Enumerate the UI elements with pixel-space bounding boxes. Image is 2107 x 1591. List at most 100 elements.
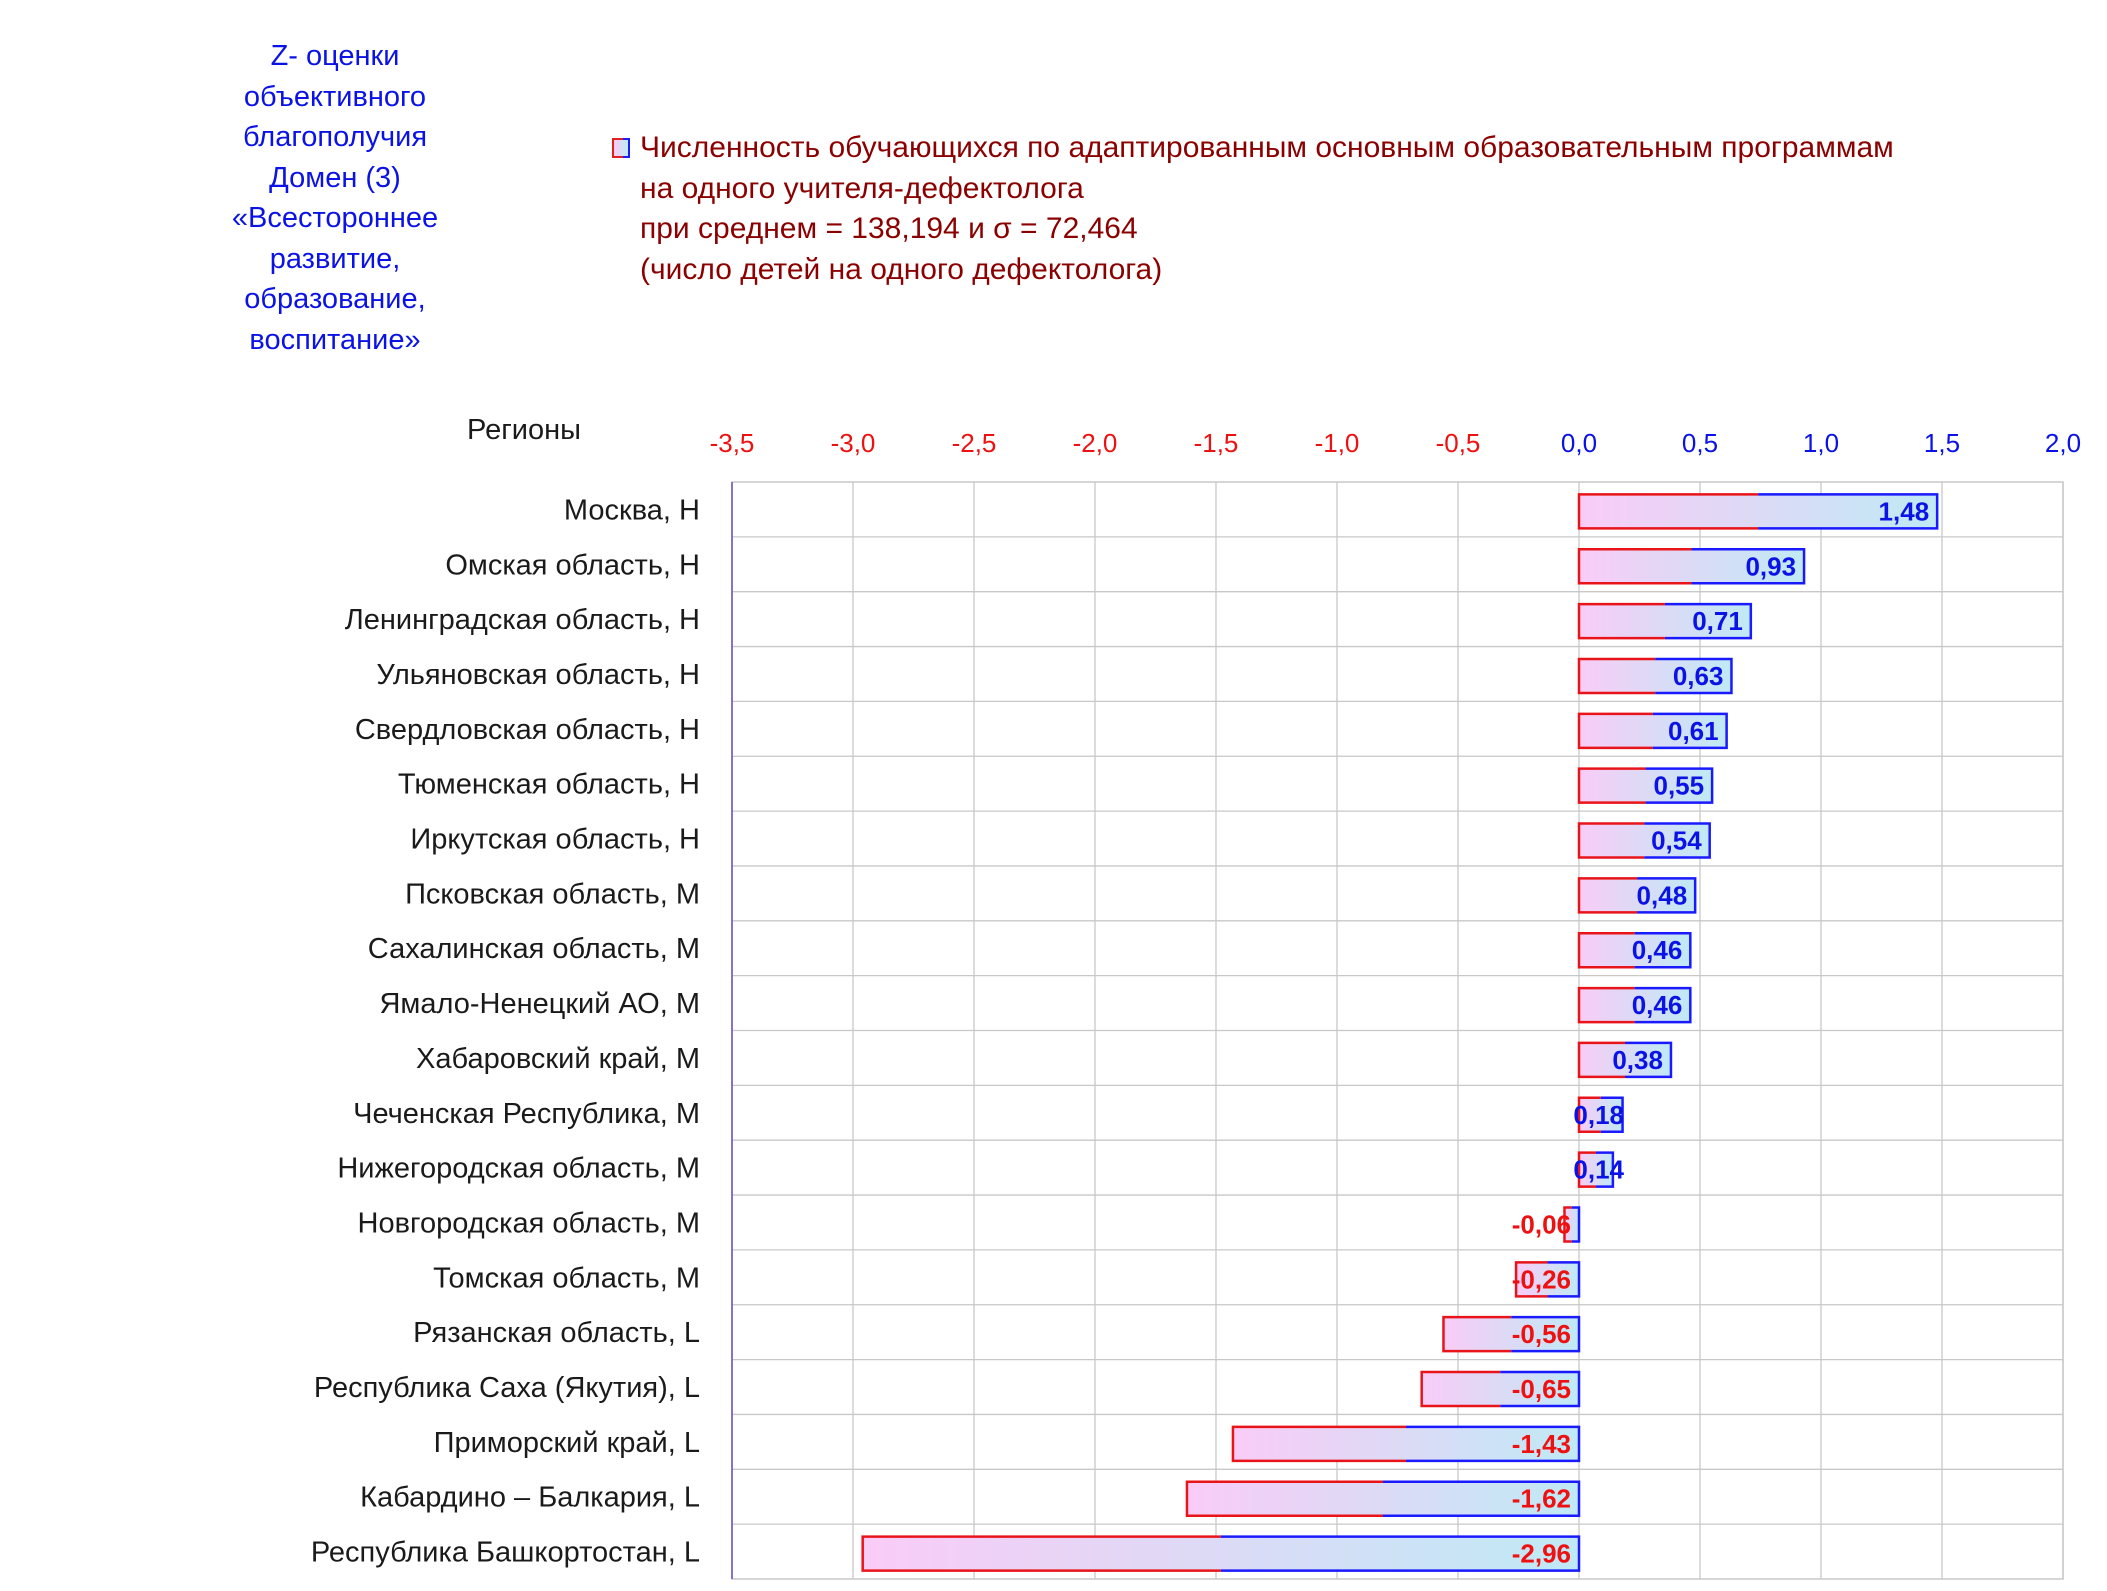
x-tick-label: -3,0	[831, 428, 876, 458]
data-label: 0,55	[1653, 771, 1704, 801]
legend-line-1: Численность обучающихся по адаптированны…	[640, 131, 1894, 164]
data-label: -0,26	[1512, 1264, 1571, 1294]
bar-border-right	[1220, 1535, 1581, 1572]
bar-border-left	[1577, 493, 1759, 530]
category-label: Чеченская Республика, M	[353, 1098, 700, 1130]
x-tick-label: 0,0	[1561, 428, 1597, 458]
bar-fill	[1579, 1042, 1671, 1077]
bar-border-right	[1500, 1370, 1581, 1408]
bar-border-right	[1645, 767, 1714, 804]
category-label: Республика Башкортостан, L	[311, 1537, 700, 1569]
data-label: 0,14	[1573, 1155, 1624, 1185]
category-label: Томская область, M	[433, 1262, 700, 1294]
data-label: 0,61	[1668, 716, 1719, 746]
bar-border-right	[1571, 1206, 1581, 1243]
data-label: 0,54	[1651, 826, 1702, 856]
category-label: Псковская область, M	[405, 878, 700, 910]
bar	[1231, 1425, 1581, 1463]
data-label: 0,71	[1692, 606, 1743, 636]
bar-border-left	[1577, 548, 1692, 585]
bar-fill	[1516, 1262, 1579, 1297]
category-label: Ямало-Ненецкий АО, M	[379, 988, 700, 1020]
category-label: Новгородская область, M	[358, 1207, 700, 1239]
x-tick-label: 1,0	[1803, 428, 1839, 458]
bar-border-left	[1577, 767, 1646, 804]
bar-border-left	[1577, 877, 1638, 914]
category-labels: Москва, H Омская область, H Ленинградская …	[311, 494, 700, 1568]
x-tick-label: 2,0	[2045, 428, 2081, 458]
bar-border-left	[1231, 1425, 1406, 1463]
bar-fill	[1579, 768, 1713, 803]
bar-border-right	[1691, 548, 1806, 585]
category-label: Ленинградская область, H	[345, 604, 700, 636]
bar-border-left	[1577, 1041, 1625, 1079]
bar-border-left	[1577, 1151, 1596, 1188]
bar	[1577, 877, 1697, 914]
bar-fill	[862, 1536, 1579, 1571]
bar-border-left	[1563, 1206, 1572, 1243]
bar-border-left	[1577, 602, 1665, 640]
x-axis-ticks: -3,5 -3,0 -2,5 -2,0 -1,5 -1,0 -0,5 0,0 0,5 1,0 1,5…	[710, 428, 2081, 458]
bar-fill	[1443, 1317, 1579, 1352]
data-label: 1,48	[1879, 496, 1930, 526]
bar	[1577, 1096, 1624, 1134]
bar-border-right	[1634, 931, 1692, 969]
bar	[1577, 986, 1692, 1024]
bar	[1514, 1261, 1581, 1298]
data-label: -1,62	[1512, 1484, 1571, 1514]
legend-line-3: при среднем = 138,194 и σ = 72,464	[640, 212, 1138, 245]
x-tick-label: -1,5	[1194, 428, 1239, 458]
regions-axis-header: Регионы	[467, 414, 581, 446]
bar-border-right	[1634, 986, 1692, 1024]
x-tick-label: -2,0	[1073, 428, 1118, 458]
bars	[861, 493, 1939, 1572]
bar	[1577, 548, 1806, 585]
bar-fill	[1579, 878, 1696, 913]
bar-fill	[1579, 988, 1691, 1023]
bar-border-left	[1577, 822, 1645, 859]
bar-fill	[1579, 549, 1805, 584]
bar-border-left	[1185, 1480, 1383, 1517]
data-label: 0,93	[1745, 551, 1796, 581]
category-label: Сахалинская область, M	[368, 933, 700, 965]
bar	[1577, 1151, 1615, 1188]
data-label: 0,18	[1573, 1100, 1624, 1130]
bar-fill	[1579, 1152, 1613, 1187]
bar	[1577, 767, 1714, 804]
chart-side-title: Z- оценки объективного благополучия Доме…	[231, 40, 439, 356]
bar-border-right	[1547, 1261, 1581, 1298]
bar-fill	[1421, 1372, 1579, 1407]
bar-border-right	[1624, 1041, 1673, 1079]
bar-border-left	[1577, 1096, 1601, 1134]
bar	[861, 1535, 1581, 1572]
bar	[1577, 1041, 1673, 1079]
category-label: Свердловская область, H	[355, 714, 700, 746]
category-label: Приморский край, L	[434, 1427, 700, 1459]
bar-fill	[1232, 1426, 1579, 1461]
bar-border-right	[1600, 1096, 1624, 1134]
category-label: Москва, H	[564, 494, 700, 526]
data-label: 0,48	[1637, 880, 1688, 910]
bar-fill	[1579, 1097, 1623, 1132]
bar-border-left	[1577, 657, 1656, 695]
bar	[1420, 1370, 1581, 1408]
bar	[1577, 931, 1692, 969]
bar-fill	[1579, 658, 1732, 693]
bar	[1563, 1206, 1581, 1243]
category-label: Ульяновская область, H	[376, 659, 700, 691]
bar	[1577, 712, 1728, 750]
bar-border-right	[1511, 1315, 1581, 1353]
legend-swatch-icon	[612, 138, 630, 158]
bar-border-right	[1652, 712, 1728, 750]
category-label: Кабардино – Балкария, L	[360, 1482, 700, 1514]
data-label: -0,56	[1512, 1319, 1571, 1349]
grid	[731, 481, 2064, 1580]
bar-border-left	[1577, 986, 1635, 1024]
bar	[1577, 602, 1753, 640]
legend-line-2: на одного учителя-дефектолога	[640, 171, 1084, 205]
bar-border-left	[1514, 1261, 1548, 1298]
bar-border-right	[1664, 602, 1753, 640]
x-tick-label: -0,5	[1436, 428, 1481, 458]
bar-fill	[1579, 604, 1751, 639]
